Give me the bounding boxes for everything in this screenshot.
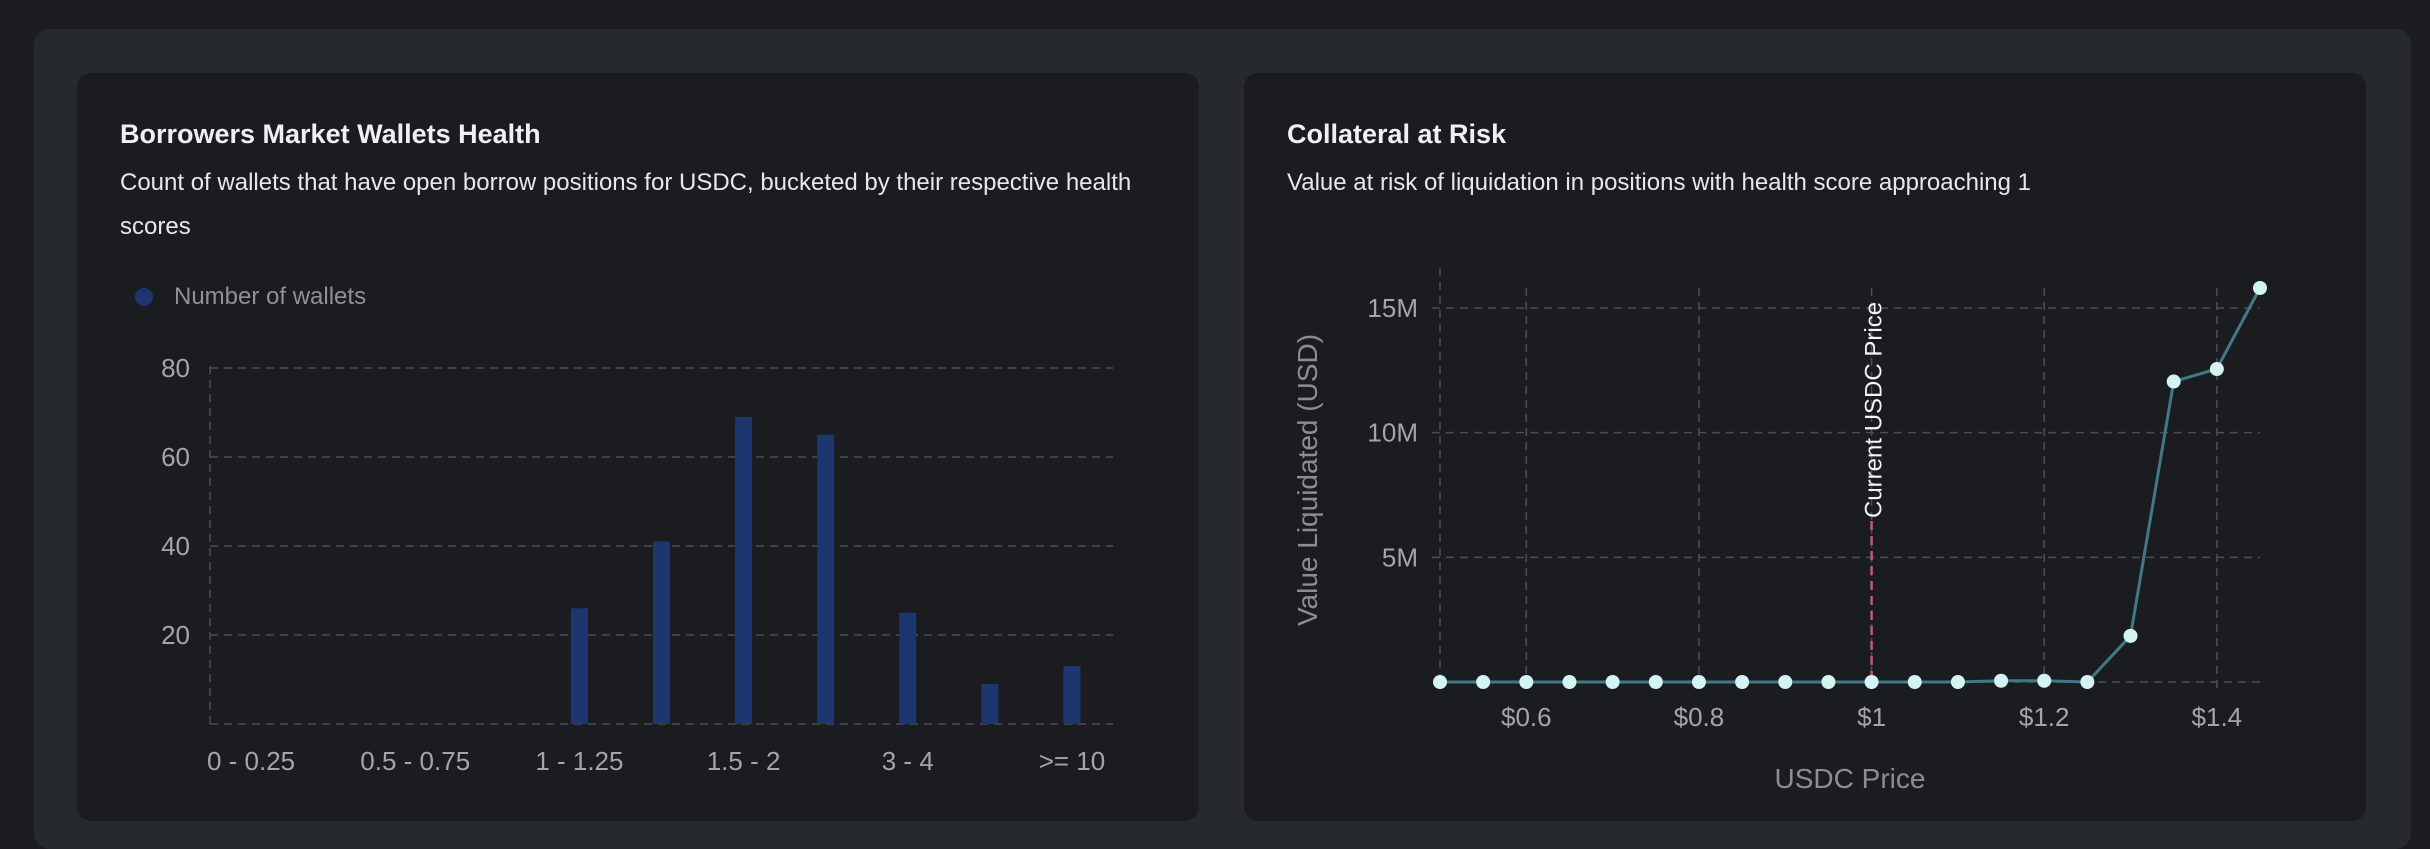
data-point xyxy=(2080,675,2095,689)
x-tick-label: 3 - 4 xyxy=(882,746,934,776)
card-description: Value at risk of liquidation in position… xyxy=(1287,169,2031,196)
bar xyxy=(899,612,917,724)
legend-marker xyxy=(135,288,153,306)
wallets-bar-chart[interactable]: 20 40 60 80 0 - 0.25 0.5 - 0.75 1 - 1.25 1.5 - … xyxy=(77,73,1199,821)
data-point xyxy=(1735,675,1750,689)
data-point xyxy=(1476,675,1491,689)
current-price-annotation: Current USDC Price xyxy=(1861,302,1888,518)
collateral-risk-card: Collateral at Risk Value at risk of liqu… xyxy=(1244,73,2366,821)
y-tick-label: 60 xyxy=(161,442,190,472)
bar xyxy=(1063,666,1081,724)
data-point xyxy=(2209,362,2224,377)
bar xyxy=(981,683,999,724)
y-tick-label: 5M xyxy=(1382,542,1418,572)
data-point xyxy=(2166,374,2181,389)
collateral-line-chart[interactable]: $0.6 $0.8 $1 $1.2 $1.4 5M 10M 15M USDC Price Valu… xyxy=(1244,73,2366,821)
data-point xyxy=(2037,673,2052,688)
x-axis-title: USDC Price xyxy=(1775,763,1926,794)
data-point xyxy=(2123,628,2138,643)
y-tick-label: 15M xyxy=(1367,293,1418,323)
data-point xyxy=(1433,675,1447,689)
bar xyxy=(817,434,835,724)
data-point xyxy=(1907,675,1922,689)
series-line xyxy=(1440,287,2262,684)
card-title: Collateral at Risk xyxy=(1287,119,1507,149)
bar xyxy=(735,416,753,724)
x-tick-label: 1.5 - 2 xyxy=(707,746,781,776)
y-tick-label: 10M xyxy=(1367,418,1418,448)
x-tick-label: $1 xyxy=(1857,702,1886,732)
y-axis-title: Value Liquidated (USD) xyxy=(1292,334,1323,626)
x-tick-label: $0.8 xyxy=(1674,702,1725,732)
data-point xyxy=(1691,675,1706,689)
card-title: Borrowers Market Wallets Health xyxy=(120,119,541,149)
x-tick-label: 1 - 1.25 xyxy=(535,746,623,776)
bar xyxy=(570,608,588,724)
wallets-health-card: Borrowers Market Wallets Health Count of… xyxy=(77,73,1199,821)
data-point xyxy=(1648,675,1663,689)
x-tick-label: 0 - 0.25 xyxy=(207,746,295,776)
y-tick-label: 80 xyxy=(161,353,190,383)
data-point xyxy=(1519,675,1534,689)
y-tick-label: 20 xyxy=(161,620,190,650)
y-tick-label: 40 xyxy=(161,531,190,561)
card-description: Count of wallets that have open borrow p… xyxy=(120,169,1132,240)
legend-label: Number of wallets xyxy=(174,283,367,310)
data-point xyxy=(1605,675,1620,689)
x-tick-label: $1.2 xyxy=(2019,702,2070,732)
data-point xyxy=(1864,675,1879,689)
data-point xyxy=(2253,281,2267,295)
chart-legend[interactable]: Number of wallets xyxy=(135,283,366,311)
bar xyxy=(653,541,670,724)
data-point xyxy=(1778,675,1793,689)
x-tick-label: 0.5 - 0.75 xyxy=(360,746,470,776)
x-tick-label: $0.6 xyxy=(1501,702,1552,732)
x-tick-label: $1.4 xyxy=(2192,702,2243,732)
data-point xyxy=(1950,675,1965,689)
data-point xyxy=(1994,673,2009,688)
x-tick-label: >= 10 xyxy=(1039,746,1106,776)
data-point xyxy=(1562,675,1577,689)
data-point xyxy=(1821,675,1836,689)
